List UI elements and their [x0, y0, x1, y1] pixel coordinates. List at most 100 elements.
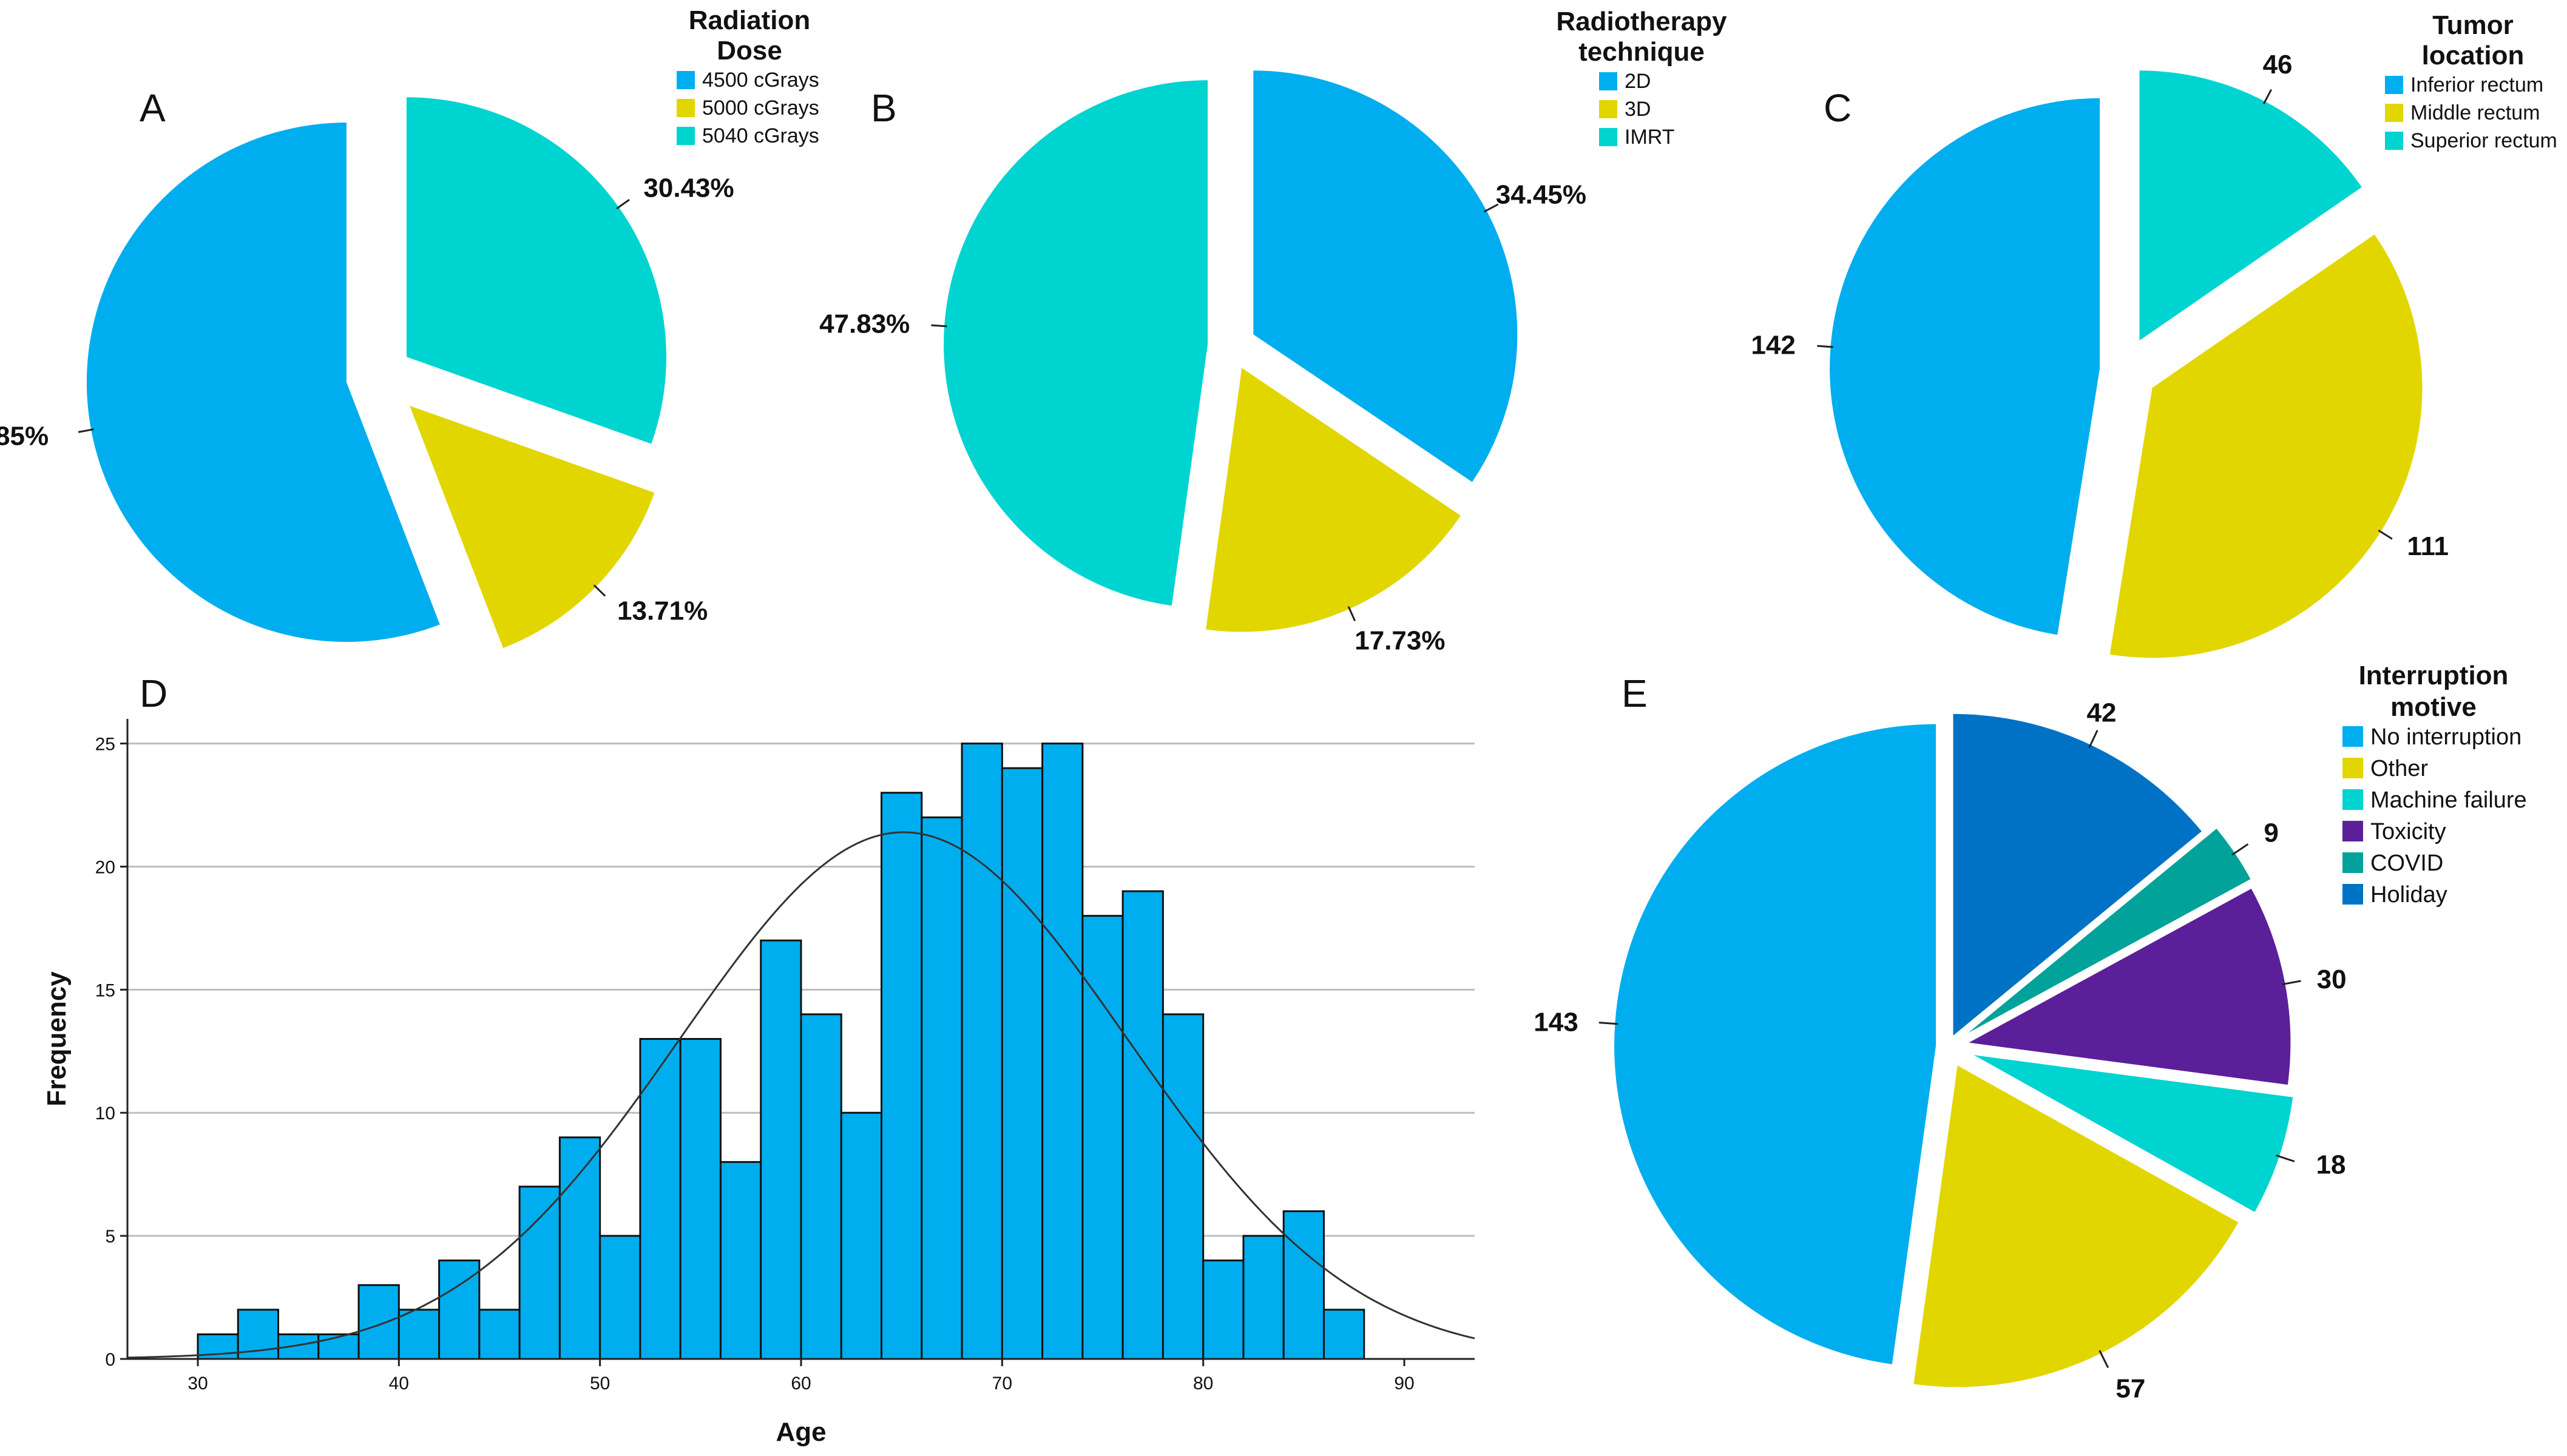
panel-letter-b: B [871, 86, 897, 130]
pie-slice-5000-cgrays [410, 405, 655, 649]
pie-leader-line [2262, 89, 2273, 104]
legend-title: motive [2390, 692, 2477, 722]
y-axis-title: Frequency [42, 971, 72, 1107]
pie-value-label: 34.45% [1496, 180, 1586, 209]
pie-leader-line [2281, 980, 2301, 986]
legend-swatch-machine-failure [2342, 789, 2363, 810]
histogram-bar-76-78 [1121, 890, 1164, 1360]
pie-leader-line [1817, 345, 1834, 348]
x-tick-label: 80 [1193, 1373, 1213, 1394]
y-tick-label: 25 [95, 735, 115, 755]
legend-item-4500-cgrays: 4500 cGrays [702, 69, 819, 92]
legend-item-5000-cgrays: 5000 cGrays [702, 96, 819, 120]
legend-title: Tumor [2432, 10, 2514, 40]
legend-item-3d: 3D [1625, 98, 1651, 121]
legend-swatch-5040-cgrays [677, 127, 695, 145]
legend-item-toxicity: Toxicity [2370, 819, 2446, 844]
pie-leader-line [2276, 1154, 2295, 1162]
pie-slice-no-interruption [1614, 724, 1936, 1364]
pie-value-label: 18 [2316, 1150, 2345, 1179]
histogram-bar-38-40 [357, 1284, 400, 1360]
pie-slice-superior-rectum [2139, 70, 2362, 341]
histogram-bar-78-80 [1162, 1013, 1205, 1360]
legend-title: technique [1578, 37, 1705, 67]
histogram-bar-70-72 [1001, 767, 1044, 1360]
legend-swatch-middle-rectum [2385, 104, 2403, 122]
pie-slice-machine-failure [1973, 1055, 2293, 1212]
pie-value-label: 55.85% [0, 422, 49, 451]
histogram-bar-66-68 [921, 816, 963, 1360]
legend-title: location [2422, 41, 2525, 70]
pie-leader-line [1483, 203, 1499, 213]
pie-slice-holiday [1953, 713, 2202, 1036]
pie-value-label: 13.71% [617, 596, 708, 625]
panel-letter-c: C [1824, 86, 1852, 130]
y-tick-label: 5 [105, 1227, 115, 1247]
pie-leader-line [2231, 843, 2249, 856]
panel-d-histogram: D 0 5 10 15 20 25 30 40 50 60 70 80 90 Age Frequency [42, 672, 1475, 1447]
y-tick-label: 0 [105, 1350, 115, 1370]
pie-value-label: 30 [2317, 965, 2347, 994]
legend-swatch-5000-cgrays [677, 99, 695, 117]
pie-slice-2d [1253, 70, 1518, 482]
legend-swatch-toxicity [2342, 821, 2363, 841]
x-tick-label: 30 [188, 1373, 208, 1394]
pie-leader-line [2378, 529, 2393, 540]
pie-leader-line [78, 428, 94, 433]
x-tick-label: 50 [590, 1373, 610, 1394]
legend-item-imrt: IMRT [1625, 126, 1674, 149]
panel-letter-e: E [1622, 672, 1648, 715]
pie-slice-5040-cgrays [406, 97, 666, 444]
pie-slice-inferior-rectum [1830, 98, 2100, 635]
histogram-bar-56-58 [719, 1161, 762, 1360]
pie-slice-other [1913, 1065, 2239, 1387]
pie-leader-line [931, 324, 947, 328]
histogram-bar-68-70 [961, 743, 1003, 1360]
histogram-bar-62-64 [840, 1111, 883, 1360]
legend-title: Interruption [2359, 661, 2509, 690]
pie-value-label: 47.83% [819, 309, 910, 339]
legend-item-other: Other [2370, 756, 2428, 781]
legend-swatch-3d [1599, 100, 1617, 118]
pie-leader-line [616, 198, 630, 210]
legend-swatch-covid [2342, 852, 2363, 873]
legend-item-2d: 2D [1625, 70, 1651, 93]
panel-letter-a: A [140, 86, 166, 130]
y-tick-label: 15 [95, 980, 115, 1000]
pie-value-label: 42 [2087, 698, 2117, 727]
legend-swatch-inferior-rectum [2385, 76, 2403, 94]
x-axis-title: Age [776, 1417, 826, 1447]
pie-value-label: 142 [1751, 330, 1795, 360]
normal-curve [127, 831, 1475, 1359]
panel-b-pie-chart: B 34.45% 17.73% 47.83% Radiotherapytechnique… [819, 7, 1727, 655]
legend-swatch-superior-rectum [2385, 132, 2403, 150]
pie-slice-4500-cgrays [86, 123, 440, 642]
x-tick-label: 40 [389, 1373, 409, 1394]
histogram-bar-82-84 [1242, 1235, 1285, 1360]
pie-slice-covid [1968, 828, 2251, 1033]
pie-leader-line [2088, 730, 2099, 749]
legend-item-covid: COVID [2370, 851, 2443, 876]
legend-swatch-no-interruption [2342, 726, 2363, 747]
pie-value-label: 57 [2115, 1374, 2145, 1404]
y-tick-label: 20 [95, 857, 115, 877]
legend-swatch-4500-cgrays [677, 71, 695, 89]
pie-value-label: 9 [2264, 818, 2278, 848]
pie-leader-line [2099, 1350, 2109, 1369]
legend-item-superior-rectum: Superior rectum [2410, 129, 2557, 152]
histogram-bar-80-82 [1202, 1259, 1245, 1360]
x-tick-label: 70 [992, 1373, 1012, 1394]
pie-value-label: 111 [2407, 531, 2449, 561]
histogram-bar-36-38 [317, 1333, 360, 1360]
pie-leader-line [1347, 606, 1356, 622]
pie-slice-middle-rectum [2109, 234, 2423, 658]
pie-value-label: 30.43% [643, 173, 734, 203]
legend-swatch-holiday [2342, 884, 2363, 905]
histogram-bar-86-88 [1322, 1309, 1365, 1360]
legend-title: Dose [717, 36, 782, 66]
histogram-bar-40-42 [397, 1309, 441, 1360]
histogram-bar-46-48 [518, 1185, 561, 1360]
histogram-bar-74-76 [1081, 915, 1124, 1360]
